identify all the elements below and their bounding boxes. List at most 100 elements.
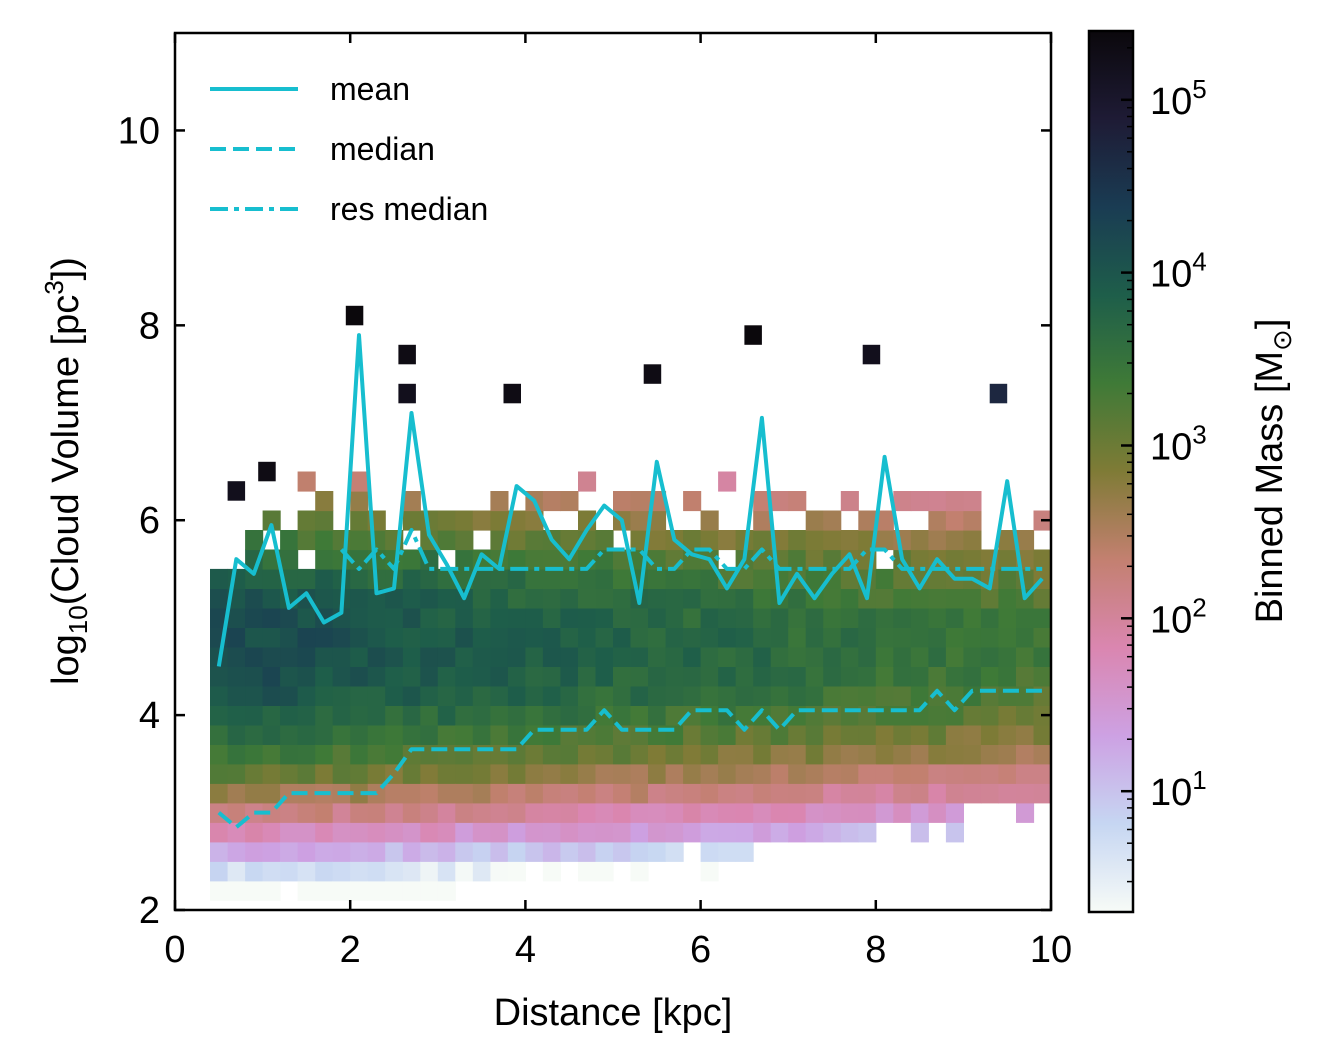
heatmap-cell	[420, 822, 439, 843]
y-tick-label: 2	[139, 890, 160, 932]
heatmap-cell	[245, 822, 264, 843]
heatmap-cell	[700, 744, 719, 765]
heatmap-cell	[507, 783, 526, 804]
heatmap-cell	[683, 724, 702, 745]
heatmap-cell	[805, 568, 824, 589]
heatmap-cell	[753, 724, 772, 745]
heatmap-cell	[315, 530, 334, 551]
heatmap-cell	[578, 783, 597, 804]
heatmap-cell	[893, 744, 912, 765]
heatmap-cell	[648, 841, 667, 862]
heatmap-cell	[385, 685, 404, 706]
heatmap-cell	[945, 705, 964, 726]
heatmap-cell	[262, 861, 281, 882]
heatmap-cell	[280, 627, 299, 648]
heatmap-cell	[980, 627, 999, 648]
heatmap-cell	[402, 802, 421, 823]
heatmap-cell	[542, 822, 561, 843]
heatmap-cell	[262, 822, 281, 843]
heatmap-cell	[753, 588, 772, 609]
heatmap-cell	[595, 588, 614, 609]
heatmap-cell	[998, 530, 1017, 551]
heatmap-cell	[980, 724, 999, 745]
heatmap-cell	[910, 802, 929, 823]
heatmap-cell	[718, 783, 737, 804]
heatmap-cell	[490, 763, 509, 784]
heatmap-cell	[928, 685, 947, 706]
heatmap-cell	[648, 510, 667, 531]
heatmap-cell	[437, 530, 456, 551]
heatmap-cell	[385, 822, 404, 843]
heatmap-outlier-cell	[643, 364, 662, 384]
heatmap-cell	[665, 588, 684, 609]
heatmap-cell	[332, 705, 351, 726]
heatmap-cell	[210, 880, 229, 901]
heatmap-cell	[700, 627, 719, 648]
heatmap-cell	[560, 530, 579, 551]
heatmap-cell	[350, 471, 369, 492]
heatmap-cell	[332, 763, 351, 784]
heatmap-cell	[472, 646, 491, 667]
heatmap-cell	[385, 724, 404, 745]
heatmap-cell	[560, 666, 579, 687]
heatmap-cell	[840, 588, 859, 609]
heatmap-cell	[1033, 763, 1051, 784]
heatmap-cell	[945, 724, 964, 745]
heatmap-cell	[910, 491, 929, 512]
heatmap-cell	[210, 685, 229, 706]
heatmap-cell	[788, 549, 807, 570]
heatmap-cell	[367, 861, 386, 882]
heatmap-cell	[840, 783, 859, 804]
heatmap-cell	[525, 607, 544, 628]
colorbar-label-sun: ⊙	[1267, 329, 1297, 351]
heatmap-cell	[367, 744, 386, 765]
heatmap-cell	[490, 861, 509, 882]
heatmap-cell	[910, 822, 929, 843]
heatmap-cell	[840, 744, 859, 765]
heatmap-cell	[910, 783, 929, 804]
heatmap-cell	[840, 530, 859, 551]
heatmap-cell	[315, 744, 334, 765]
heatmap-cell	[665, 783, 684, 804]
heatmap-cell	[595, 607, 614, 628]
heatmap-cell	[805, 510, 824, 531]
heatmap-cell	[770, 783, 789, 804]
heatmap-cell	[578, 666, 597, 687]
heatmap-cell	[788, 588, 807, 609]
heatmap-cell	[210, 607, 229, 628]
heatmap-cell	[437, 705, 456, 726]
heatmap-cell	[227, 744, 246, 765]
heatmap-cell	[823, 666, 842, 687]
heatmap-cell	[963, 607, 982, 628]
heatmap-cell	[507, 724, 526, 745]
heatmap-cell	[350, 802, 369, 823]
heatmap-cell	[350, 880, 369, 901]
heatmap-cell	[455, 530, 474, 551]
heatmap-cell	[542, 491, 561, 512]
heatmap-cell	[490, 646, 509, 667]
heatmap-cell	[262, 568, 281, 589]
heatmap-cell	[245, 841, 264, 862]
heatmap-cell	[963, 724, 982, 745]
heatmap-cell	[402, 841, 421, 862]
heatmap-cell	[350, 705, 369, 726]
heatmap-cell	[648, 530, 667, 551]
heatmap-cell	[823, 510, 842, 531]
heatmap-cell	[560, 646, 579, 667]
heatmap-cell	[665, 822, 684, 843]
heatmap-cell	[840, 607, 859, 628]
heatmap-cell	[385, 588, 404, 609]
heatmap-cell	[595, 627, 614, 648]
heatmap-cell	[437, 724, 456, 745]
heatmap-cell	[367, 685, 386, 706]
heatmap-cell	[490, 783, 509, 804]
heatmap-cell	[578, 646, 597, 667]
y-axis-label-main: (Cloud Volume [pc	[45, 295, 87, 606]
heatmap-cell	[420, 880, 439, 901]
heatmap-cell	[437, 783, 456, 804]
heatmap-cell	[227, 646, 246, 667]
heatmap-cell	[455, 646, 474, 667]
heatmap-cell	[560, 841, 579, 862]
heatmap-cell	[262, 627, 281, 648]
heatmap-cell	[210, 744, 229, 765]
